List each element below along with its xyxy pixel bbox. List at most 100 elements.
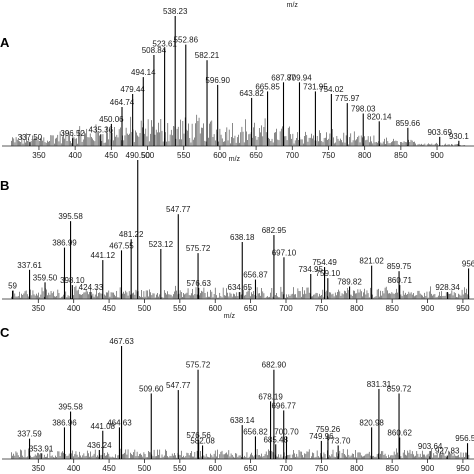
x-tick-label: 900 bbox=[421, 464, 435, 473]
peak-label: 337.59 bbox=[17, 430, 42, 439]
peak-label: 821.02 bbox=[359, 257, 384, 266]
peak-label: 731.95 bbox=[303, 82, 328, 91]
x-tick-label: 850 bbox=[385, 464, 399, 473]
peak-label: 576.56 bbox=[186, 431, 211, 440]
x-tick-label: 600 bbox=[209, 464, 223, 473]
x-tick-label: 600 bbox=[209, 304, 223, 313]
peak-label: 956.50 bbox=[455, 434, 474, 443]
peak-label: 734.95 bbox=[298, 265, 323, 274]
peak-label: 820.14 bbox=[367, 112, 392, 121]
x-axis-title: m/z bbox=[224, 313, 236, 320]
x-tick-label: 700 bbox=[286, 151, 300, 160]
peak-label: 859.72 bbox=[387, 384, 412, 393]
peak-label: 396.52 bbox=[60, 129, 85, 138]
peak-label: 928.34 bbox=[435, 283, 460, 292]
x-tick-label: 700 bbox=[279, 464, 293, 473]
peak-label: 634.65 bbox=[228, 283, 253, 292]
peak-label: 859.66 bbox=[396, 119, 421, 128]
peak-label: 696.77 bbox=[271, 401, 296, 410]
peak-label: 337.50 bbox=[18, 133, 43, 142]
x-tick-label: 650 bbox=[244, 304, 258, 313]
x-tick-label: 750 bbox=[315, 304, 329, 313]
peak-label: 656.82 bbox=[243, 427, 268, 436]
peak-label: 930.1 bbox=[449, 132, 470, 141]
peak-label: 467.63 bbox=[109, 337, 134, 346]
x-tick-label: 650 bbox=[244, 464, 258, 473]
peak-label: 464.74 bbox=[110, 98, 135, 107]
peak-label: 479.44 bbox=[120, 85, 145, 94]
peak-label: 450.06 bbox=[99, 115, 124, 124]
peak-label: 682.90 bbox=[262, 361, 287, 370]
peak-label: 353.91 bbox=[29, 444, 54, 453]
x-tick-label: 800 bbox=[350, 304, 364, 313]
panel-letter: B bbox=[0, 178, 9, 193]
peak-label: 759.10 bbox=[316, 269, 341, 278]
peak-label: 709.94 bbox=[287, 73, 312, 82]
peak-label: 860.71 bbox=[387, 276, 412, 285]
peak-label: 903.64 bbox=[418, 442, 443, 451]
x-tick-label: 800 bbox=[350, 464, 364, 473]
x-tick-label: 950 bbox=[456, 464, 470, 473]
x-tick-label: 600 bbox=[213, 151, 227, 160]
peak-label: 547.77 bbox=[166, 205, 191, 214]
peak-label: 490.50 bbox=[126, 151, 151, 160]
peak-label: 552.86 bbox=[174, 36, 199, 45]
peak-label: 582.21 bbox=[195, 51, 220, 60]
peak-label: 467.55 bbox=[109, 241, 134, 250]
peak-label: 656.87 bbox=[243, 271, 268, 280]
x-tick-label: 350 bbox=[32, 151, 46, 160]
peak-label: 697.10 bbox=[272, 248, 297, 257]
top-axis-title: m/z bbox=[287, 2, 299, 9]
x-tick-label: 900 bbox=[421, 304, 435, 313]
peak-label: 859.75 bbox=[387, 262, 412, 271]
peak-label: 359.50 bbox=[33, 273, 58, 282]
x-tick-label: 350 bbox=[32, 464, 46, 473]
panel-letter: C bbox=[0, 325, 10, 340]
x-tick-label: 400 bbox=[68, 151, 82, 160]
x-tick-label: 650 bbox=[249, 151, 263, 160]
peak-label: 395.58 bbox=[58, 212, 83, 221]
baseline-noise bbox=[11, 448, 470, 459]
spectrum-panel-c: C 337.59 353.91 386.96 395.58 436.24 441.08464… bbox=[0, 325, 474, 473]
x-tick-label: 400 bbox=[67, 464, 81, 473]
peak-label: 643.82 bbox=[239, 89, 264, 98]
peak-label: 509.60 bbox=[139, 384, 164, 393]
peak-label: 775.97 bbox=[335, 94, 360, 103]
x-tick-label: 400 bbox=[67, 304, 81, 313]
peak-label: 441.08 bbox=[91, 422, 116, 431]
peak-label: 754.49 bbox=[312, 258, 337, 267]
peak-label: 638.14 bbox=[230, 416, 255, 425]
peak-label: 903.69 bbox=[427, 128, 452, 137]
peak-label: 789.82 bbox=[337, 277, 362, 286]
peak-label: 386.96 bbox=[52, 418, 77, 427]
peak-label: 682.95 bbox=[262, 226, 287, 235]
peak-label: 665.85 bbox=[255, 82, 280, 91]
x-tick-label: 850 bbox=[394, 151, 408, 160]
peak-label: 386.99 bbox=[52, 239, 77, 248]
x-tick-label: 500 bbox=[138, 464, 152, 473]
peak-label: 337.61 bbox=[17, 261, 42, 270]
x-tick-label: 900 bbox=[430, 151, 444, 160]
peak-label: 576.63 bbox=[186, 279, 211, 288]
x-tick-label: 550 bbox=[173, 304, 187, 313]
peak-label: 678.19 bbox=[258, 392, 283, 401]
baseline-noise bbox=[11, 285, 470, 299]
peak-label: 59 bbox=[8, 282, 17, 291]
peak-label: 927.83 bbox=[435, 447, 460, 456]
peak-label: 687.87 bbox=[271, 73, 296, 82]
x-tick-label: 550 bbox=[173, 464, 187, 473]
peak-label: 523.12 bbox=[149, 240, 174, 249]
peak-label: 395.58 bbox=[58, 403, 83, 412]
panel-letter: A bbox=[0, 35, 10, 50]
peak-label: 820.98 bbox=[359, 418, 384, 427]
peak-label: 508.84 bbox=[142, 46, 167, 55]
peak-label: 523.61 bbox=[152, 40, 177, 49]
x-tick-label: 950 bbox=[456, 304, 470, 313]
peak-label: 441.12 bbox=[91, 251, 116, 260]
x-tick-label: 450 bbox=[102, 304, 116, 313]
x-tick-label: 500 bbox=[138, 304, 152, 313]
x-tick-label: 700 bbox=[279, 304, 293, 313]
